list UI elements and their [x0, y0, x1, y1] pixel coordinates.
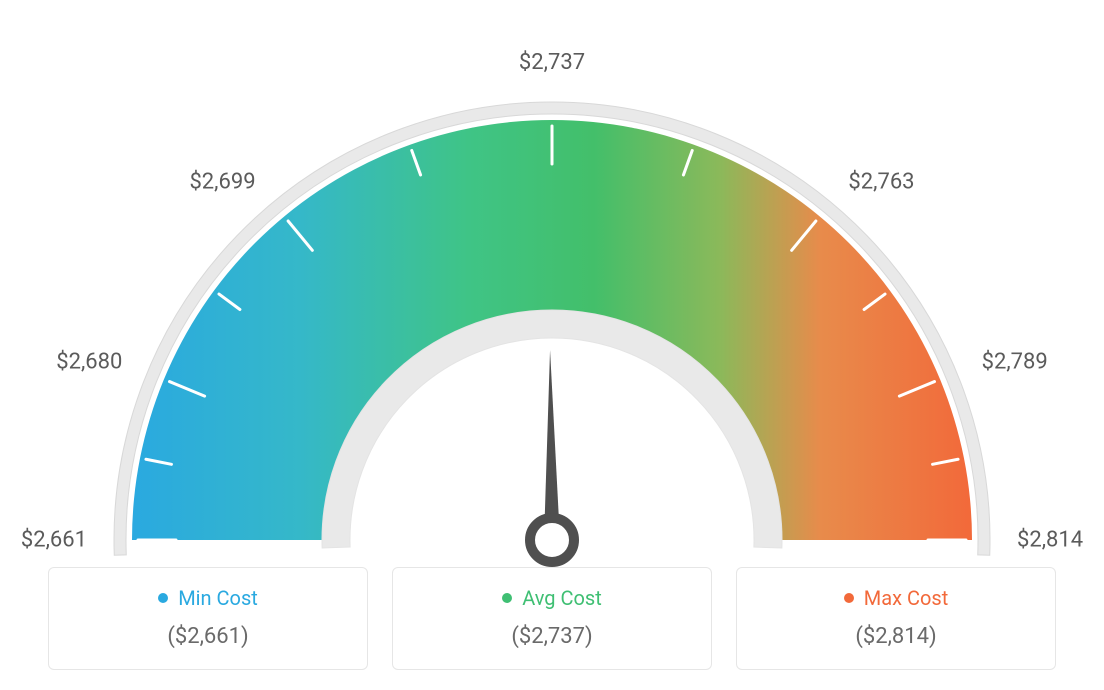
gauge-tick-label: $2,763 [848, 169, 914, 194]
min-cost-card: Min Cost ($2,661) [48, 567, 368, 670]
min-cost-title: Min Cost [158, 586, 258, 610]
max-cost-label: Max Cost [864, 586, 949, 610]
gauge-tick-label: $2,680 [56, 350, 122, 375]
min-cost-label: Min Cost [178, 586, 258, 610]
summary-cards: Min Cost ($2,661) Avg Cost ($2,737) Max … [0, 567, 1104, 670]
max-dot-icon [844, 593, 854, 603]
avg-dot-icon [502, 593, 512, 603]
gauge-tick-label: $2,814 [1017, 528, 1083, 553]
avg-cost-label: Avg Cost [522, 586, 602, 610]
max-cost-title: Max Cost [844, 586, 949, 610]
avg-cost-card: Avg Cost ($2,737) [392, 567, 712, 670]
min-cost-value: ($2,661) [69, 624, 347, 649]
max-cost-card: Max Cost ($2,814) [736, 567, 1056, 670]
avg-cost-value: ($2,737) [413, 624, 691, 649]
gauge-tick-label: $2,699 [189, 169, 255, 194]
gauge-chart-container: $2,661 $2,680 $2,699 $2,737 $2,763 $2,789 $2,8… [0, 0, 1104, 690]
gauge-area: $2,661 $2,680 $2,699 $2,737 $2,763 $2,789 $2,8… [0, 0, 1104, 560]
gauge-tick-label: $2,737 [519, 50, 585, 75]
gauge-svg [0, 50, 1104, 570]
gauge-tick-label: $2,789 [982, 350, 1048, 375]
min-dot-icon [158, 593, 168, 603]
avg-cost-title: Avg Cost [502, 586, 602, 610]
max-cost-value: ($2,814) [757, 624, 1035, 649]
gauge-tick-label: $2,661 [21, 528, 87, 553]
